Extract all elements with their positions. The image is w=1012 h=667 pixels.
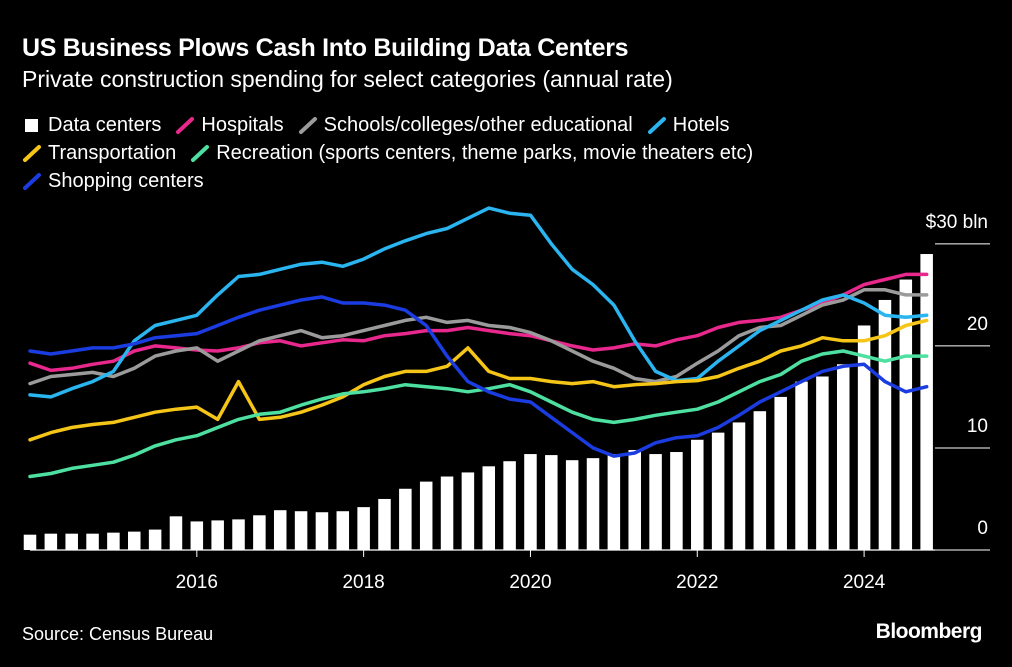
legend-swatch (191, 145, 210, 162)
bar (524, 454, 537, 550)
y-tick-label: 0 (977, 518, 988, 539)
chart-title: US Business Plows Cash Into Building Dat… (22, 34, 629, 62)
bar (148, 529, 162, 550)
chart-subtitle: Private construction spending for select… (22, 66, 673, 92)
legend-swatch (23, 145, 41, 162)
legend-swatch-line (298, 117, 317, 134)
bar (273, 510, 287, 550)
legend-label: Hospitals (201, 113, 284, 136)
bar (399, 488, 412, 550)
legend-swatch (25, 119, 38, 132)
legend-swatch-line (191, 145, 210, 162)
legend-swatch (647, 117, 666, 134)
legend-swatch (23, 173, 41, 190)
legend-swatch-box (25, 119, 38, 132)
bar (461, 472, 475, 550)
bar (190, 521, 204, 550)
brand-logo: Bloomberg (875, 620, 983, 643)
x-tick-label: 2024 (843, 572, 886, 593)
bar (545, 455, 558, 550)
legend-item: Shopping centers (22, 170, 204, 192)
series-line (28, 288, 929, 386)
bar (44, 533, 58, 550)
legend-item: Data centers (22, 114, 161, 136)
legend-label: Recreation (sports centers, theme parks,… (216, 141, 754, 164)
source-note: Source: Census Bureau (22, 624, 214, 644)
x-tick-label: 2020 (509, 572, 551, 593)
bar (691, 439, 704, 550)
bar (378, 498, 391, 550)
legend-label: Hotels (672, 113, 730, 136)
bar (878, 299, 892, 550)
legend-swatch-line (23, 173, 41, 190)
legend-item: Schools/colleges/other educational (298, 114, 633, 136)
bar (315, 512, 329, 550)
y-tick-label: $30 bln (926, 212, 988, 233)
bar (816, 376, 829, 550)
series-line (28, 295, 929, 458)
legend-label: Schools/colleges/other educational (323, 113, 633, 136)
bar (899, 279, 913, 550)
legend-swatch-line (23, 145, 41, 162)
y-tick-label: 10 (967, 416, 988, 437)
bar (357, 507, 370, 550)
legend-label: Data centers (48, 113, 162, 136)
legend-swatch (176, 117, 195, 134)
bar (86, 533, 99, 550)
bar (586, 458, 600, 550)
legend-item: Hotels (647, 113, 730, 136)
bar (169, 516, 183, 550)
bar (253, 515, 266, 550)
bar (732, 422, 746, 550)
series-line (28, 349, 929, 479)
x-tick-label: 2018 (342, 572, 384, 593)
legend: Data centers Hospitals Schools/colleges/ot… (22, 114, 892, 192)
legend-item: Recreation (sports centers, theme parks,… (190, 142, 753, 164)
bar (482, 466, 496, 550)
series-line (28, 272, 929, 373)
bar (920, 254, 933, 550)
bar (836, 364, 850, 550)
bar (65, 533, 78, 550)
bar (774, 396, 787, 550)
bar (628, 449, 641, 550)
bar (211, 520, 224, 550)
legend-swatch-line (647, 117, 666, 134)
x-tick-label: 2022 (676, 572, 718, 593)
bar (607, 454, 621, 550)
series-line (28, 206, 929, 399)
bar (419, 481, 433, 550)
bar (503, 461, 516, 550)
bar (232, 519, 245, 550)
legend-item: Transportation (22, 142, 176, 164)
legend-swatch (298, 117, 317, 134)
bar (294, 511, 308, 550)
bar (649, 454, 662, 550)
bar (857, 325, 871, 550)
y-tick-label: 20 (967, 314, 988, 335)
bar (23, 534, 37, 550)
legend-swatch-line (176, 117, 195, 134)
bar (670, 452, 683, 550)
bar (711, 432, 725, 550)
bar (336, 511, 350, 550)
x-tick-label: 2016 (176, 572, 218, 593)
bar (565, 460, 579, 550)
bar (440, 476, 454, 550)
bar (795, 381, 808, 550)
legend-item: Hospitals (175, 113, 284, 136)
bar (753, 411, 767, 550)
bar (107, 532, 120, 550)
legend-label: Transportation (48, 141, 177, 164)
bar (128, 531, 141, 550)
legend-label: Shopping centers (48, 169, 204, 192)
series-line (28, 318, 929, 442)
